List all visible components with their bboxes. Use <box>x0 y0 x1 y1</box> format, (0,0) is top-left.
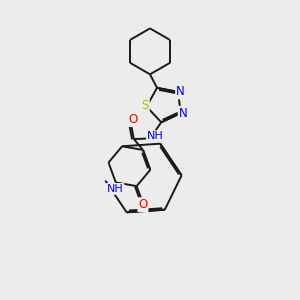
Text: N: N <box>179 107 188 120</box>
Text: NH: NH <box>107 184 124 194</box>
Text: N: N <box>176 85 185 98</box>
Text: S: S <box>141 99 149 112</box>
Text: O: O <box>128 113 137 126</box>
Text: NH: NH <box>147 131 164 141</box>
Text: O: O <box>138 198 148 211</box>
